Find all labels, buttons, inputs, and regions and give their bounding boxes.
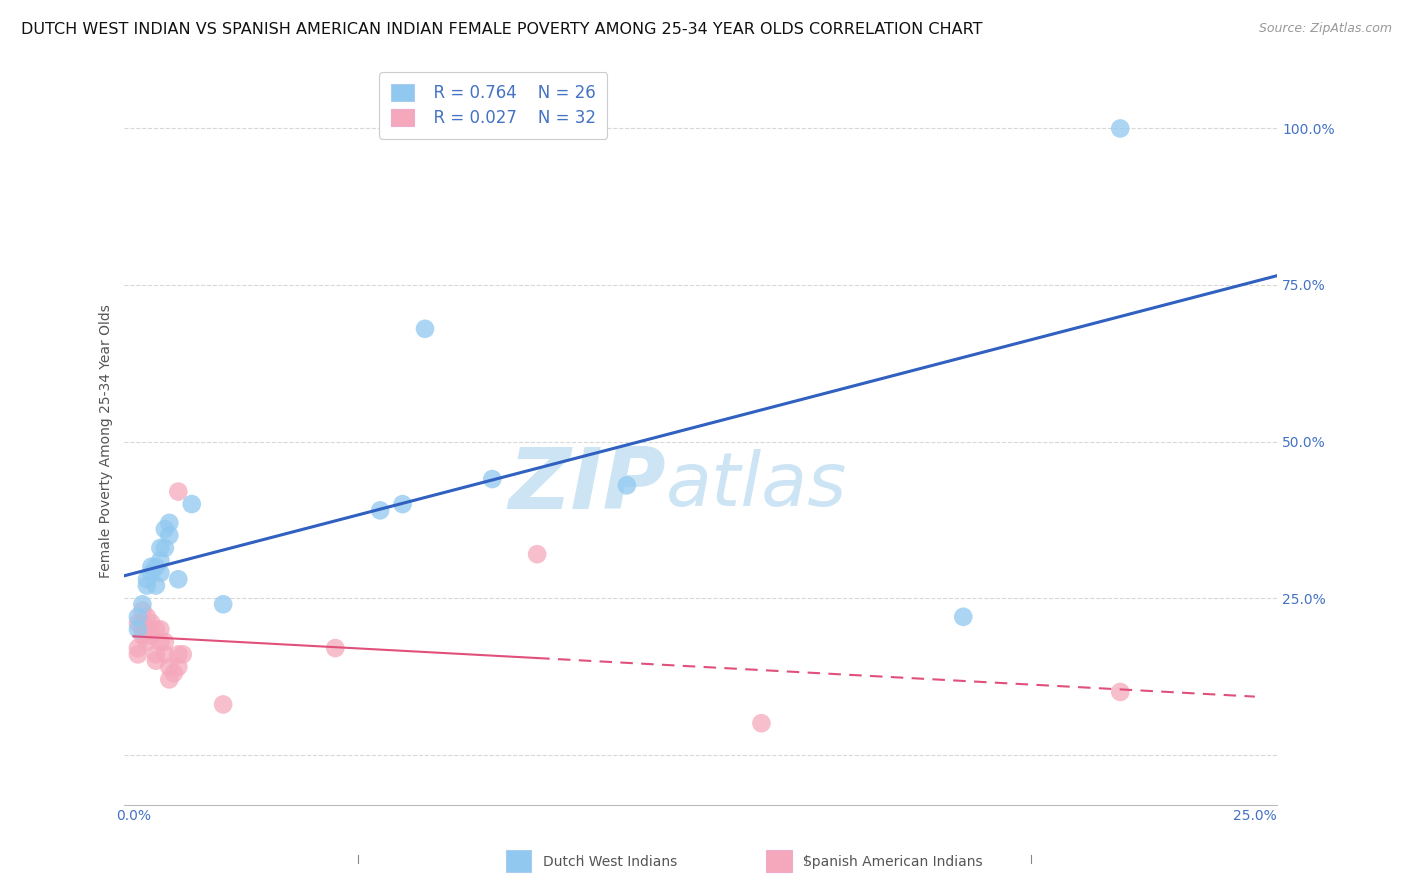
Point [131,615,153,630]
Point [149,635,172,649]
Point [149,623,172,637]
Point [751,716,773,731]
Point [1109,121,1132,136]
Point [141,559,163,574]
Point [149,566,172,580]
Text: atlas: atlas [666,449,848,521]
Text: Spanish American Indians: Spanish American Indians [803,855,983,869]
Point [141,629,163,643]
Point [157,660,180,674]
Point [180,497,202,511]
Point [157,673,180,687]
Point [172,648,194,662]
Point [391,497,413,511]
Point [145,578,167,592]
Point [157,528,180,542]
Point [131,623,153,637]
Point [135,623,157,637]
Point [145,648,167,662]
Point [526,547,548,561]
Point [145,623,167,637]
Point [153,541,176,555]
Point [167,484,190,499]
Point [157,516,180,530]
Point [212,597,235,611]
Point [131,603,153,617]
Point [145,654,167,668]
Point [952,609,974,624]
Point [413,322,436,336]
Point [141,566,163,580]
Point [167,648,190,662]
Point [167,572,190,586]
Point [135,609,157,624]
Point [149,553,172,567]
Point [135,578,157,592]
Text: Source: ZipAtlas.com: Source: ZipAtlas.com [1258,22,1392,36]
Point [153,648,176,662]
Text: ZIP: ZIP [509,443,666,526]
Point [167,660,190,674]
Point [323,641,346,656]
Y-axis label: Female Poverty Among 25-34 Year Olds: Female Poverty Among 25-34 Year Olds [100,304,114,578]
Point [149,541,172,555]
Point [127,648,149,662]
Text: Dutch West Indians: Dutch West Indians [543,855,676,869]
Point [1109,685,1132,699]
Point [135,635,157,649]
Legend:   R = 0.764    N = 26,   R = 0.027    N = 32: R = 0.764 N = 26, R = 0.027 N = 32 [380,72,607,138]
Point [153,635,176,649]
Point [481,472,503,486]
Point [153,522,176,536]
Point [131,629,153,643]
Point [163,666,186,681]
Point [141,615,163,630]
Point [131,597,153,611]
Point [127,623,149,637]
Point [135,623,157,637]
Point [127,609,149,624]
Point [212,698,235,712]
Point [368,503,391,517]
Text: DUTCH WEST INDIAN VS SPANISH AMERICAN INDIAN FEMALE POVERTY AMONG 25-34 YEAR OLD: DUTCH WEST INDIAN VS SPANISH AMERICAN IN… [21,22,983,37]
Point [127,615,149,630]
Point [145,559,167,574]
Point [127,641,149,656]
Point [616,478,638,492]
Point [135,572,157,586]
